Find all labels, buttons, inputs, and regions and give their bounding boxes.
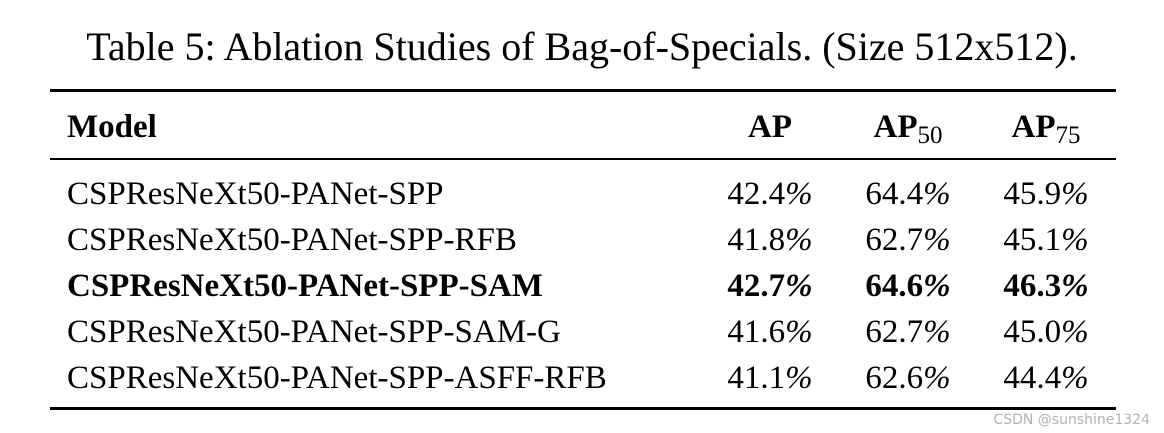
ap75-value: 45.1% bbox=[1003, 222, 1089, 258]
header-ap: AP bbox=[748, 109, 792, 145]
ap75-value: 45.0% bbox=[1003, 314, 1089, 350]
ap75-value: 46.3% bbox=[1003, 268, 1089, 304]
ap-value: 41.1% bbox=[727, 360, 813, 396]
header-row: Model AP AP50 AP75 bbox=[0, 104, 1164, 150]
ap-value: 41.6% bbox=[727, 314, 813, 350]
header-model: Model bbox=[67, 109, 157, 145]
header-ap75: AP75 bbox=[1011, 109, 1081, 149]
mid-rule bbox=[50, 158, 1116, 160]
ap50-value: 64.6% bbox=[865, 268, 951, 304]
table-caption: Table 5: Ablation Studies of Bag-of-Spec… bbox=[86, 24, 1078, 69]
ap-value: 42.4% bbox=[727, 176, 813, 212]
ap75-value: 45.9% bbox=[1003, 176, 1089, 212]
table-row: CSPResNeXt50-PANet-SPP-ASFF-RFB 41.1% 62.6… bbox=[0, 355, 1164, 401]
table-row: CSPResNeXt50-PANet-SPP-SAM 42.7% 64.6% 46.3… bbox=[0, 263, 1164, 309]
ap50-value: 62.7% bbox=[865, 222, 951, 258]
table-row: CSPResNeXt50-PANet-SPP-SAM-G 41.6% 62.7% 45… bbox=[0, 309, 1164, 355]
ap-value: 42.7% bbox=[727, 268, 813, 304]
ap50-value: 62.7% bbox=[865, 314, 951, 350]
ap75-value: 44.4% bbox=[1003, 360, 1089, 396]
model-name: CSPResNeXt50-PANet-SPP-SAM-G bbox=[67, 314, 561, 350]
header-ap50: AP50 bbox=[873, 109, 943, 149]
table-row: CSPResNeXt50-PANet-SPP 42.4% 64.4% 45.9% bbox=[0, 171, 1164, 217]
watermark: CSDN @sunshine1324 bbox=[993, 412, 1150, 428]
model-name: CSPResNeXt50-PANet-SPP-SAM bbox=[67, 268, 543, 304]
model-name: CSPResNeXt50-PANet-SPP-ASFF-RFB bbox=[67, 360, 607, 396]
ap50-value: 64.4% bbox=[865, 176, 951, 212]
top-rule bbox=[50, 89, 1116, 92]
model-name: CSPResNeXt50-PANet-SPP-RFB bbox=[67, 222, 517, 258]
model-name: CSPResNeXt50-PANet-SPP bbox=[67, 176, 444, 212]
ap-value: 41.8% bbox=[727, 222, 813, 258]
ap50-value: 62.6% bbox=[865, 360, 951, 396]
table-row: CSPResNeXt50-PANet-SPP-RFB 41.8% 62.7% 45.1… bbox=[0, 217, 1164, 263]
bottom-rule bbox=[50, 407, 1116, 410]
